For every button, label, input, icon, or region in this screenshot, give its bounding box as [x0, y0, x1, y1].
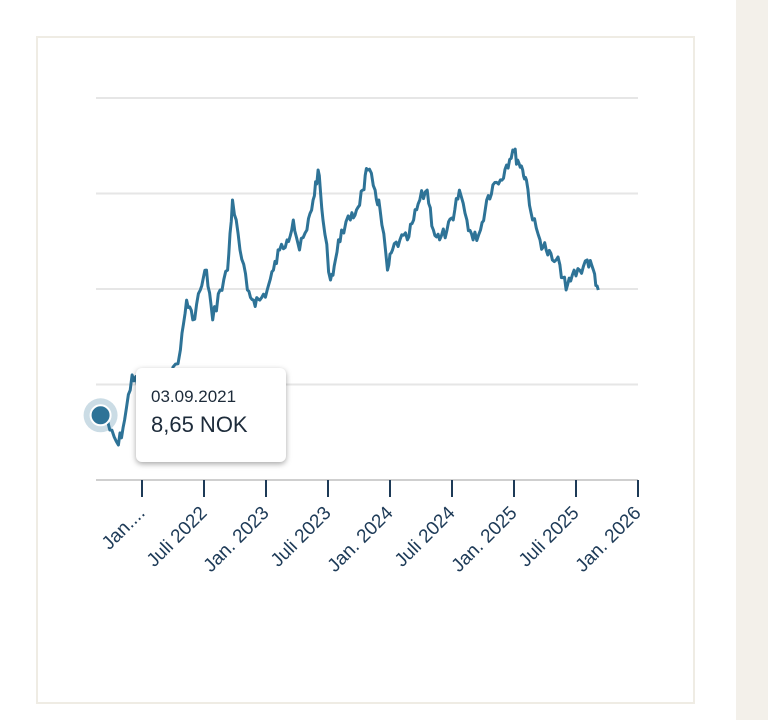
tooltip-date: 03.09.2021 [151, 387, 237, 406]
tooltip: 03.09.2021 8,65 NOK [136, 368, 286, 462]
side-panel [736, 0, 768, 720]
highlight-point[interactable] [89, 404, 112, 427]
x-tick-label: Jan. 2025 [448, 503, 522, 577]
x-tick-label: Jan.... [98, 503, 149, 554]
x-tick-label: Jan. 2026 [572, 503, 646, 577]
x-tick-label: Jan. 2024 [324, 502, 398, 576]
price-line [98, 147, 600, 447]
x-tick-label: Jan. 2023 [200, 503, 274, 577]
tooltip-value: 8,65 NOK [151, 412, 248, 437]
